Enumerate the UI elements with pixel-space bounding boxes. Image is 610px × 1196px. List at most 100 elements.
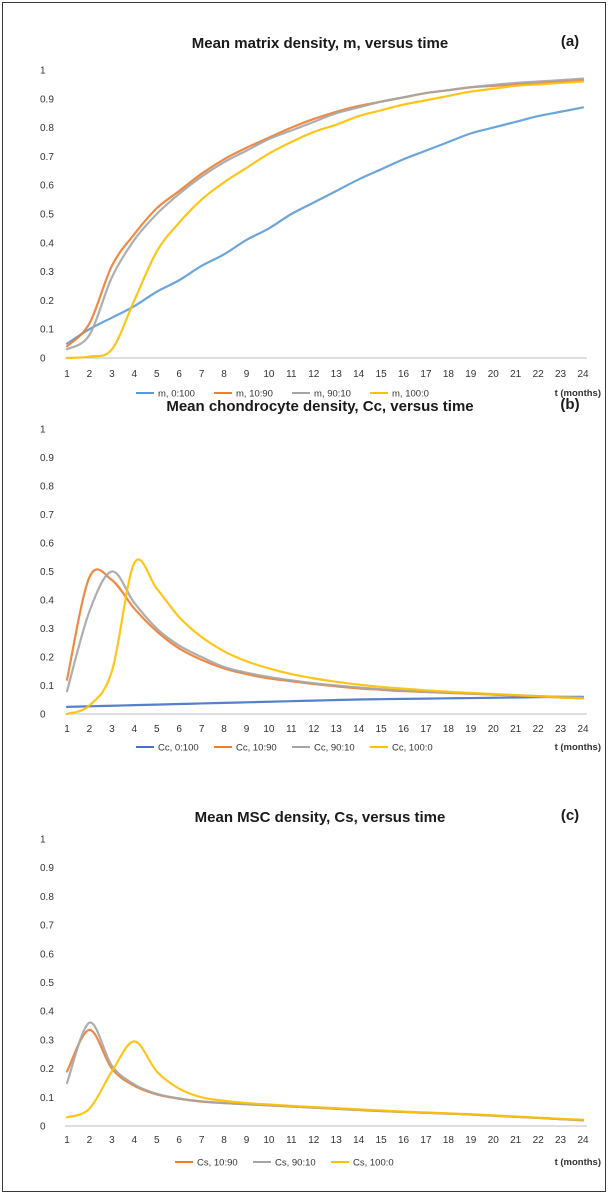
y-tick-label: 0.2 — [40, 653, 54, 664]
x-axis-label: t (months) — [555, 742, 601, 753]
x-tick-label: 2 — [87, 1135, 93, 1146]
y-tick-label: 0.4 — [40, 238, 54, 249]
x-tick-label: 8 — [221, 724, 227, 735]
x-tick-label: 23 — [555, 1135, 567, 1146]
x-tick-label: 23 — [555, 369, 567, 380]
series-line-3 — [65, 1040, 585, 1121]
x-tick-label: 5 — [154, 724, 160, 735]
y-tick-label: 0.7 — [40, 152, 54, 163]
legend-label: m, 10:90 — [236, 389, 273, 400]
series-line-2 — [65, 78, 585, 348]
chart-panel-2: Mean chondrocyte density, Cc, versus tim… — [40, 396, 601, 754]
y-tick-label: 0.2 — [40, 1064, 54, 1075]
legend-label: m, 90:10 — [314, 389, 351, 400]
y-tick-label: 0.5 — [40, 567, 54, 578]
x-tick-label: 6 — [176, 1135, 182, 1146]
y-tick-label: 0 — [40, 354, 46, 365]
chart-panel-3: Mean MSC density, Cs, versus time (c) 0 0.1… — [40, 807, 601, 1169]
x-tick-label: 22 — [533, 369, 545, 380]
y-tick-label: 1 — [40, 835, 46, 846]
y-tick-label: 0.4 — [40, 596, 54, 607]
x-tick-label: 18 — [443, 369, 455, 380]
legend-label: Cs, 100:0 — [353, 1158, 394, 1169]
panel-label: (c) — [561, 807, 579, 824]
x-tick-label: 16 — [398, 724, 410, 735]
x-tick-label: 11 — [286, 724, 297, 735]
x-tick-label: 18 — [443, 724, 455, 735]
x-tick-label: 16 — [398, 1135, 410, 1146]
y-tick-label: 0.4 — [40, 1007, 54, 1018]
series-line-2 — [65, 568, 585, 700]
x-tick-label: 24 — [577, 724, 589, 735]
x-tick-label: 17 — [420, 369, 432, 380]
x-tick-label: 7 — [199, 1135, 205, 1146]
y-tick-label: 0.3 — [40, 1035, 54, 1046]
x-tick-label: 7 — [199, 369, 205, 380]
y-tick-label: 0.3 — [40, 624, 54, 635]
x-tick-label: 8 — [221, 1135, 227, 1146]
x-tick-label: 15 — [376, 1135, 388, 1146]
x-tick-label: 19 — [465, 1135, 477, 1146]
x-tick-label: 9 — [244, 724, 250, 735]
x-tick-label: 1 — [64, 369, 70, 380]
x-axis-label: t (months) — [555, 1157, 601, 1168]
series-line-4 — [65, 558, 585, 716]
x-tick-label: 17 — [420, 1135, 432, 1146]
x-tick-label: 19 — [465, 369, 477, 380]
x-tick-label: 6 — [176, 369, 182, 380]
x-tick-label: 4 — [132, 724, 138, 735]
x-tick-label: 3 — [109, 369, 115, 380]
x-tick-label: 5 — [154, 1135, 160, 1146]
x-tick-label: 22 — [533, 724, 545, 735]
y-tick-label: 1 — [40, 66, 46, 77]
x-tick-label: 1 — [64, 1135, 70, 1146]
x-tick-label: 13 — [331, 369, 343, 380]
y-tick-label: 0 — [40, 1122, 46, 1133]
x-tick-label: 3 — [109, 724, 115, 735]
x-tick-label: 23 — [555, 724, 567, 735]
x-tick-label: 22 — [533, 1135, 545, 1146]
x-tick-label: 11 — [286, 1135, 297, 1146]
y-tick-label: 0.6 — [40, 539, 54, 550]
y-tick-label: 0.8 — [40, 892, 54, 903]
series-line-2 — [65, 1021, 585, 1122]
legend-label: Cs, 10:90 — [197, 1158, 238, 1169]
x-tick-label: 20 — [488, 369, 500, 380]
series-line-3 — [65, 570, 585, 699]
x-tick-label: 5 — [154, 369, 160, 380]
x-tick-label: 19 — [465, 724, 477, 735]
x-tick-label: 13 — [331, 724, 343, 735]
legend-label: Cc, 90:10 — [314, 743, 355, 754]
x-tick-label: 20 — [488, 1135, 500, 1146]
x-tick-label: 14 — [353, 1135, 365, 1146]
legend-label: m, 0:100 — [158, 389, 195, 400]
y-tick-label: 0.9 — [40, 453, 54, 464]
legend-label: Cc, 0:100 — [158, 743, 199, 754]
x-tick-label: 17 — [420, 724, 432, 735]
panel-label: (b) — [560, 396, 579, 413]
x-tick-label: 21 — [510, 724, 522, 735]
y-tick-label: 0.6 — [40, 181, 54, 192]
y-tick-label: 0.5 — [40, 978, 54, 989]
series-line-3 — [65, 77, 585, 351]
y-tick-label: 0.8 — [40, 123, 54, 134]
y-tick-label: 0.3 — [40, 267, 54, 278]
chart-panel-1: Mean matrix density, m, versus time (a) 0 0… — [40, 33, 601, 400]
x-tick-label: 9 — [244, 1135, 250, 1146]
x-tick-label: 6 — [176, 724, 182, 735]
x-tick-label: 10 — [263, 369, 275, 380]
y-tick-label: 0.8 — [40, 482, 54, 493]
x-tick-label: 4 — [132, 369, 138, 380]
legend-label: Cc, 10:90 — [236, 743, 277, 754]
x-tick-label: 21 — [510, 1135, 522, 1146]
x-tick-label: 10 — [263, 1135, 275, 1146]
x-tick-label: 7 — [199, 724, 205, 735]
panel-label: (a) — [561, 33, 579, 50]
y-tick-label: 1 — [40, 425, 46, 436]
y-tick-label: 0.9 — [40, 863, 54, 874]
y-tick-label: 0.7 — [40, 921, 54, 932]
x-tick-label: 1 — [64, 724, 70, 735]
x-tick-label: 2 — [87, 724, 93, 735]
